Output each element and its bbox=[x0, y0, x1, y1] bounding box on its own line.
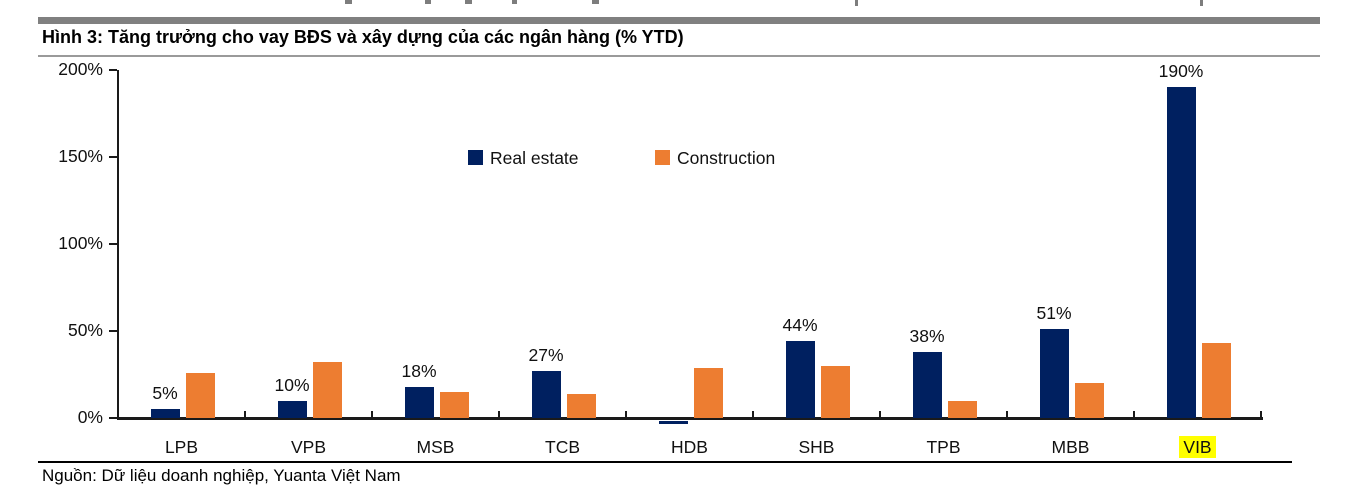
cropped-text-artifact bbox=[855, 0, 858, 6]
legend-label-construction: Construction bbox=[677, 148, 776, 168]
x-axis-tick bbox=[117, 411, 119, 418]
figure-bottom-rule bbox=[38, 461, 1292, 463]
bar-real-estate-HDB bbox=[658, 421, 688, 424]
figure-title: Hình 3: Tăng trưởng cho vay BĐS và xây d… bbox=[42, 27, 684, 47]
bar-real-estate-MBB bbox=[1039, 329, 1069, 418]
cropped-text-artifact bbox=[465, 0, 472, 4]
x-axis-label-TCB: TCB bbox=[545, 437, 580, 457]
section-divider-bar bbox=[38, 17, 1320, 24]
x-axis-tick bbox=[1006, 411, 1008, 418]
x-axis-label-LPB: LPB bbox=[164, 437, 199, 457]
bar-real-estate-VIB bbox=[1166, 87, 1196, 418]
highlight-VIB: VIB bbox=[1179, 436, 1216, 458]
cropped-text-artifact bbox=[512, 0, 517, 4]
bar-construction-VIB bbox=[1201, 343, 1231, 418]
legend-label-real-estate: Real estate bbox=[490, 148, 579, 168]
cropped-text-artifact bbox=[425, 0, 431, 4]
legend-swatch-construction bbox=[655, 150, 670, 165]
value-label-MSB: 18% bbox=[401, 360, 437, 381]
cropped-text-artifact bbox=[592, 0, 599, 4]
x-axis-label-MSB: MSB bbox=[416, 437, 455, 457]
y-axis-tick bbox=[109, 243, 117, 245]
bar-construction-MSB bbox=[439, 391, 469, 418]
cropped-text-artifact bbox=[345, 0, 352, 4]
bar-real-estate-TCB bbox=[531, 371, 561, 418]
x-axis-tick bbox=[752, 411, 754, 418]
bar-construction-MBB bbox=[1074, 383, 1104, 418]
bar-construction-LPB bbox=[185, 372, 215, 418]
bar-real-estate-LPB bbox=[150, 409, 180, 418]
bar-construction-SHB bbox=[820, 365, 850, 418]
x-axis-label-TPB: TPB bbox=[926, 437, 961, 457]
bar-real-estate-SHB bbox=[785, 341, 815, 418]
y-axis-tick-label: 0% bbox=[77, 407, 103, 428]
x-axis-tick bbox=[1133, 411, 1135, 418]
bar-real-estate-VPB bbox=[277, 400, 307, 418]
x-axis-tick bbox=[371, 411, 373, 418]
bar-construction-TPB bbox=[947, 400, 977, 418]
bar-construction-VPB bbox=[312, 362, 342, 418]
y-axis-tick bbox=[109, 69, 117, 71]
y-axis-tick-label: 200% bbox=[58, 59, 103, 80]
x-axis-label-VPB: VPB bbox=[290, 437, 327, 457]
source-note: Nguồn: Dữ liệu doanh nghiệp, Yuanta Việt… bbox=[42, 466, 401, 485]
y-axis-tick bbox=[109, 330, 117, 332]
y-axis-tick bbox=[109, 156, 117, 158]
legend-swatch-real-estate bbox=[468, 150, 483, 165]
title-underline bbox=[38, 55, 1320, 57]
x-axis-tick bbox=[498, 411, 500, 418]
value-label-LPB: 5% bbox=[152, 383, 178, 404]
bar-real-estate-MSB bbox=[404, 386, 434, 418]
x-axis-tick bbox=[244, 411, 246, 418]
value-label-SHB: 44% bbox=[782, 315, 818, 336]
x-axis-tick bbox=[879, 411, 881, 418]
cropped-text-artifact bbox=[1200, 0, 1203, 6]
value-label-VIB: 190% bbox=[1158, 61, 1204, 82]
value-label-TCB: 27% bbox=[528, 345, 564, 366]
y-axis-line bbox=[117, 70, 119, 420]
bar-construction-TCB bbox=[566, 393, 596, 418]
x-axis-label-VIB: VIB bbox=[1134, 436, 1261, 458]
x-axis-line bbox=[117, 417, 1263, 420]
x-axis-label-MBB: MBB bbox=[1051, 437, 1090, 457]
bar-real-estate-TPB bbox=[912, 351, 942, 418]
y-axis-tick-label: 150% bbox=[58, 146, 103, 167]
x-axis-tick bbox=[1260, 411, 1262, 418]
bar-construction-HDB bbox=[693, 367, 723, 418]
y-axis-tick-label: 100% bbox=[58, 233, 103, 254]
y-axis-tick bbox=[109, 417, 117, 419]
y-axis-tick-label: 50% bbox=[67, 320, 103, 341]
value-label-MBB: 51% bbox=[1036, 303, 1072, 324]
value-label-TPB: 38% bbox=[909, 325, 945, 346]
x-axis-label-SHB: SHB bbox=[798, 437, 835, 457]
x-axis-label-HDB: HDB bbox=[671, 437, 708, 457]
value-label-VPB: 10% bbox=[274, 374, 310, 395]
x-axis-tick bbox=[625, 411, 627, 418]
